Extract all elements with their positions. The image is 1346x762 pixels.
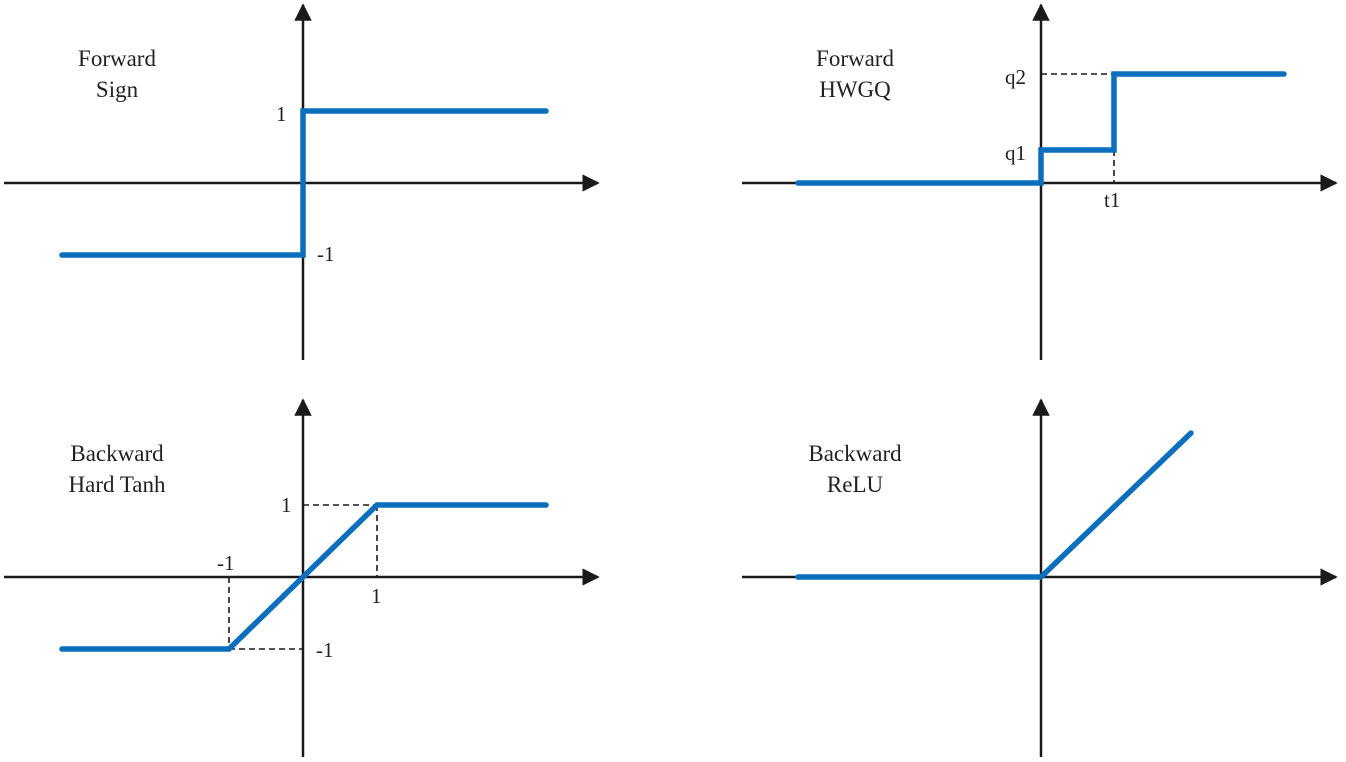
panel-forward-sign: Forward Sign 1 -1 (4, 3, 600, 360)
y-tick-label-neg-one: -1 (317, 242, 335, 266)
panel-title-line1: Forward (816, 46, 894, 71)
x-tick-label-pos-one: 1 (371, 584, 382, 608)
panel-backward-relu: Backward ReLU (742, 398, 1338, 757)
panel-title-line2: HWGQ (819, 77, 891, 102)
sign-curve (59, 108, 549, 258)
panel-backward-hard-tanh: Backward Hard Tanh 1 -1 1 -1 (4, 398, 600, 757)
hwgq-curve (795, 71, 1287, 186)
q2-label: q2 (1005, 65, 1026, 89)
panel-title-line1: Backward (70, 441, 164, 466)
x-tick-label-neg-one: -1 (217, 551, 235, 575)
panel-title-line2: Hard Tanh (69, 472, 166, 497)
y-tick-label-neg-one: -1 (316, 638, 334, 662)
panel-title-line2: Sign (96, 77, 139, 102)
y-tick-label-pos-one: 1 (276, 102, 287, 126)
panel-title-line1: Forward (78, 46, 156, 71)
y-tick-label-pos-one: 1 (281, 493, 292, 517)
hard-tanh-curve (59, 502, 549, 652)
panel-title-line2: ReLU (827, 472, 884, 497)
q1-label: q1 (1005, 141, 1026, 165)
relu-curve (795, 430, 1194, 580)
t1-label: t1 (1104, 188, 1120, 212)
panel-title-line1: Backward (808, 441, 902, 466)
panel-forward-hwgq: Forward HWGQ q2 q1 t1 (742, 3, 1338, 360)
